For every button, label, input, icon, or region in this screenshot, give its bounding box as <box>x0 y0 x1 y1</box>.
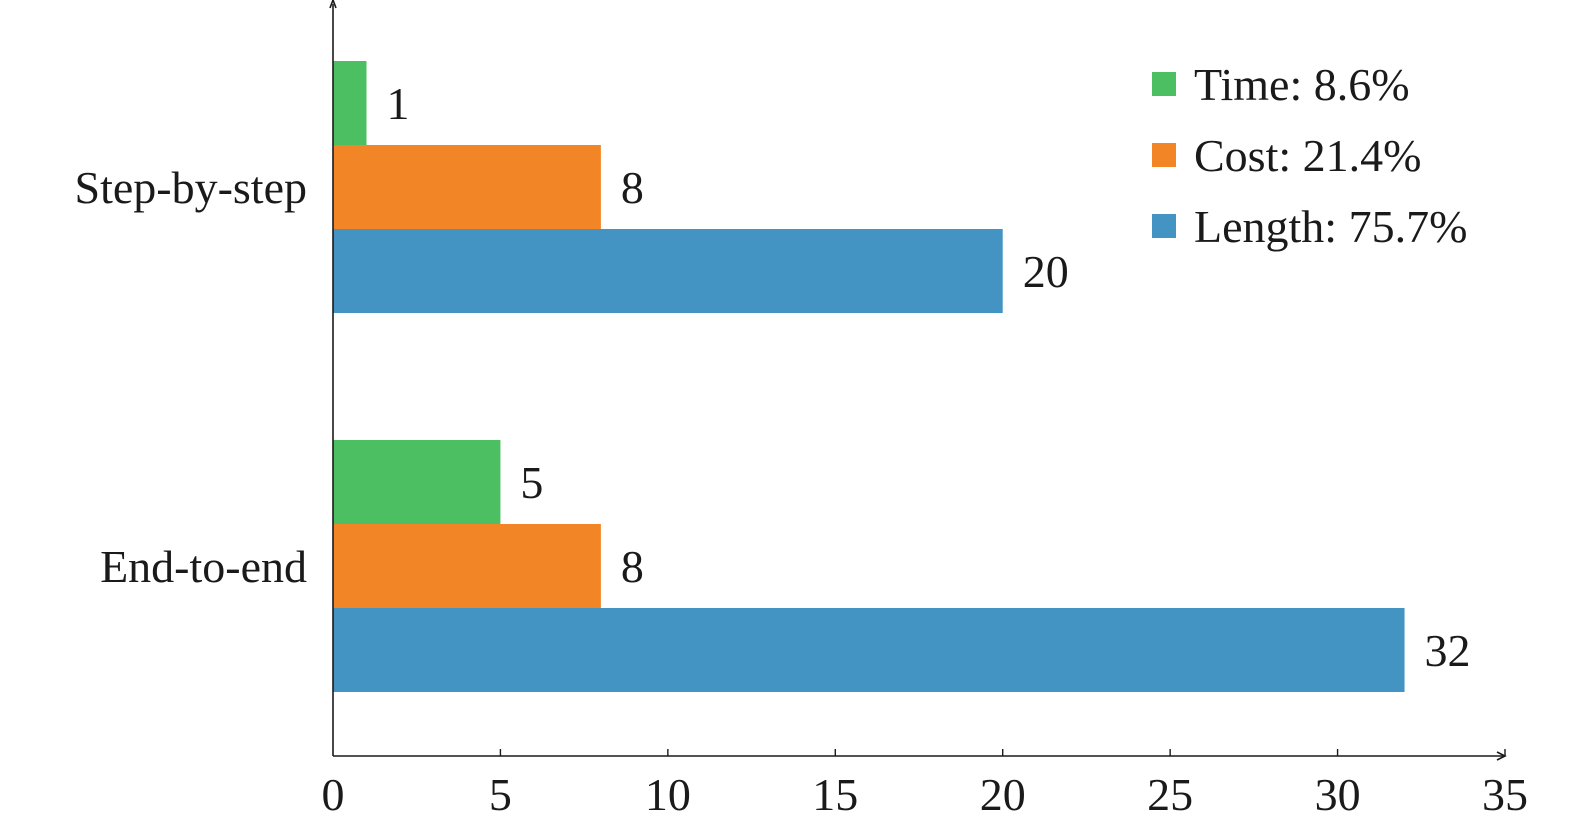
x-tick-label-0: 0 <box>322 769 345 820</box>
x-tick-label-25: 25 <box>1147 769 1193 820</box>
data-label-step-by-step-1: 1 <box>386 78 409 129</box>
bar-step-by-step-2 <box>333 145 601 229</box>
x-tick-label-15: 15 <box>812 769 858 820</box>
data-label-step-by-step-2: 8 <box>621 162 644 213</box>
legend-swatch-3 <box>1152 214 1176 238</box>
x-tick-label-35: 35 <box>1482 769 1528 820</box>
data-labels-layer: 1 8 20 5 8 32 <box>386 78 1470 676</box>
data-label-step-by-step-3: 20 <box>1023 246 1069 297</box>
x-tick-label-30: 30 <box>1315 769 1361 820</box>
bars-layer <box>333 61 1405 692</box>
legend-label-1: Time: 8.6% <box>1194 59 1410 110</box>
x-tick-label-5: 5 <box>489 769 512 820</box>
legend: Time: 8.6% Cost: 21.4% Length: 75.7% <box>1152 59 1467 252</box>
bar-end-to-end-3 <box>333 608 1405 692</box>
data-label-end-to-end-3: 32 <box>1425 625 1471 676</box>
category-labels: Step-by-step End-to-end <box>74 162 307 592</box>
legend-swatch-1 <box>1152 72 1176 96</box>
bar-end-to-end-2 <box>333 524 601 608</box>
data-label-end-to-end-2: 8 <box>621 541 644 592</box>
legend-label-3: Length: 75.7% <box>1194 201 1467 252</box>
bar-end-to-end-1 <box>333 440 501 524</box>
bar-step-by-step-1 <box>333 61 367 145</box>
category-label-end-to-end: End-to-end <box>100 541 307 592</box>
x-tick-label-20: 20 <box>980 769 1026 820</box>
category-label-step-by-step: Step-by-step <box>74 162 307 213</box>
x-ticks: 0 5 10 15 20 25 30 35 <box>322 749 1528 820</box>
legend-swatch-2 <box>1152 143 1176 167</box>
data-label-end-to-end-1: 5 <box>520 457 543 508</box>
x-tick-label-10: 10 <box>645 769 691 820</box>
legend-label-2: Cost: 21.4% <box>1194 130 1421 181</box>
bar-step-by-step-3 <box>333 229 1003 313</box>
y-axis-arrow <box>329 0 337 9</box>
